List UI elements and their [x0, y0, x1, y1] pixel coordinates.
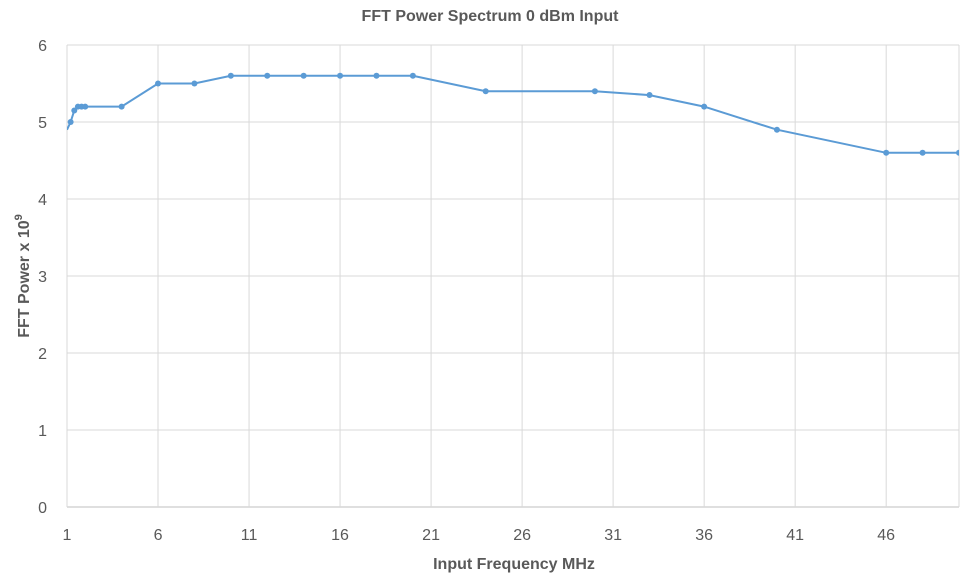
x-axis-ticks: 1 6 11 16 21 26 31 36 41 46: [63, 527, 896, 544]
y-axis-ticks: 0 1 2 3 4 5 6: [38, 38, 47, 517]
data-point: [191, 80, 198, 87]
y-tick-label: 2: [38, 346, 47, 363]
chart-title: FFT Power Spectrum 0 dBm Input: [362, 8, 620, 25]
x-tick-label: 46: [877, 527, 895, 544]
data-point: [482, 88, 489, 95]
data-point: [71, 107, 78, 114]
data-point: [264, 72, 271, 79]
data-point: [118, 103, 125, 110]
x-tick-label: 16: [331, 527, 349, 544]
data-point: [773, 126, 780, 133]
x-tick-label: 26: [513, 527, 531, 544]
data-point: [337, 72, 344, 79]
x-axis-title: Input Frequency MHz: [433, 556, 595, 573]
series-layer: [67, 72, 959, 156]
x-tick-label: 1: [63, 527, 72, 544]
y-tick-label: 3: [38, 269, 47, 286]
series-0: [67, 72, 959, 156]
data-point: [373, 72, 380, 79]
x-tick-label: 6: [154, 527, 163, 544]
y-axis-title-exponent: 9: [13, 214, 25, 220]
data-point: [956, 149, 959, 156]
y-tick-label: 4: [38, 192, 47, 209]
data-point: [155, 80, 162, 87]
x-tick-label: 31: [604, 527, 622, 544]
y-tick-label: 6: [38, 38, 47, 55]
data-point: [82, 103, 89, 110]
y-axis-title-base: FFT Power x 10: [16, 220, 33, 337]
data-point: [701, 103, 708, 110]
data-point: [409, 72, 416, 79]
x-tick-label: 36: [695, 527, 713, 544]
y-tick-label: 5: [38, 115, 47, 132]
data-point: [300, 72, 307, 79]
data-point: [883, 149, 890, 156]
x-tick-label: 41: [786, 527, 804, 544]
data-point: [646, 92, 653, 99]
x-tick-label: 21: [422, 527, 440, 544]
y-tick-label: 0: [38, 500, 47, 517]
gridlines: [66, 44, 960, 508]
data-point: [919, 149, 926, 156]
data-point: [67, 119, 74, 125]
data-point: [591, 88, 598, 95]
y-axis-title: FFT Power x 109: [13, 214, 33, 338]
series-line: [67, 74, 959, 154]
x-tick-label: 11: [241, 527, 258, 544]
data-point: [227, 72, 234, 79]
y-tick-label: 1: [38, 423, 47, 440]
